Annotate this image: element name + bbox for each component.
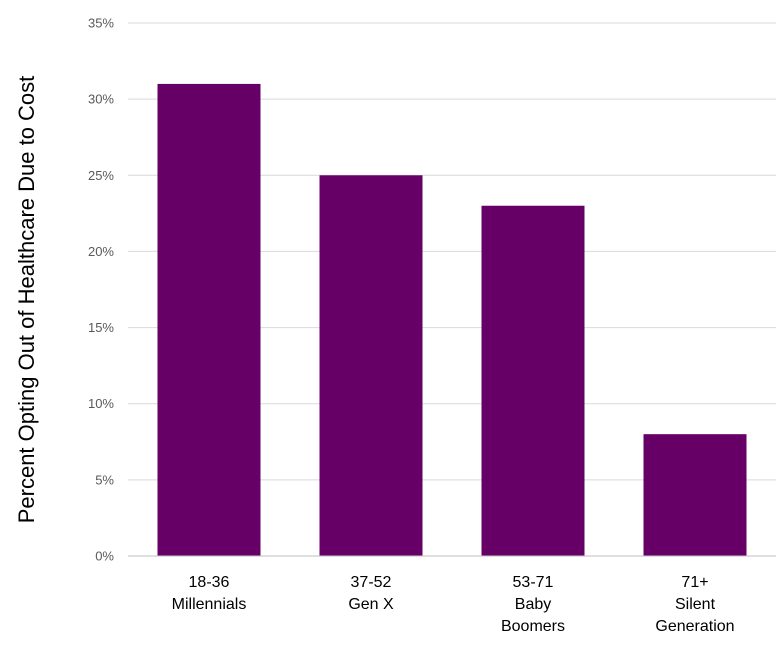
x-category-label: 37-52 Gen X: [348, 574, 394, 613]
y-tick-label: 5%: [95, 472, 114, 487]
y-tick-label: 0%: [95, 549, 114, 564]
bar: [319, 175, 423, 557]
bars: [157, 83, 747, 557]
y-axis-title: Percent Opting Out of Healthcare Due to …: [14, 76, 39, 524]
x-axis-category-labels: 18-36 Millennials 37-52 Gen X 53-71 Baby Boome…: [172, 574, 735, 635]
x-category-label: 71+ Silent Generation: [655, 574, 734, 635]
y-tick-label: 35%: [88, 16, 114, 31]
y-tick-label: 15%: [88, 320, 114, 335]
y-tick-label: 20%: [88, 244, 114, 259]
y-tick-label: 30%: [88, 92, 114, 107]
y-tick-label: 10%: [88, 396, 114, 411]
bar: [643, 434, 747, 556]
x-category-label: 18-36 Millennials: [172, 574, 247, 613]
y-tick-label: 25%: [88, 168, 114, 183]
y-axis-tick-labels: 0% 5% 10% 15% 20% 25% 30% 35%: [88, 16, 114, 564]
bar: [481, 205, 585, 556]
x-category-label: 53-71 Baby Boomers: [501, 574, 565, 635]
bar: [157, 83, 261, 557]
